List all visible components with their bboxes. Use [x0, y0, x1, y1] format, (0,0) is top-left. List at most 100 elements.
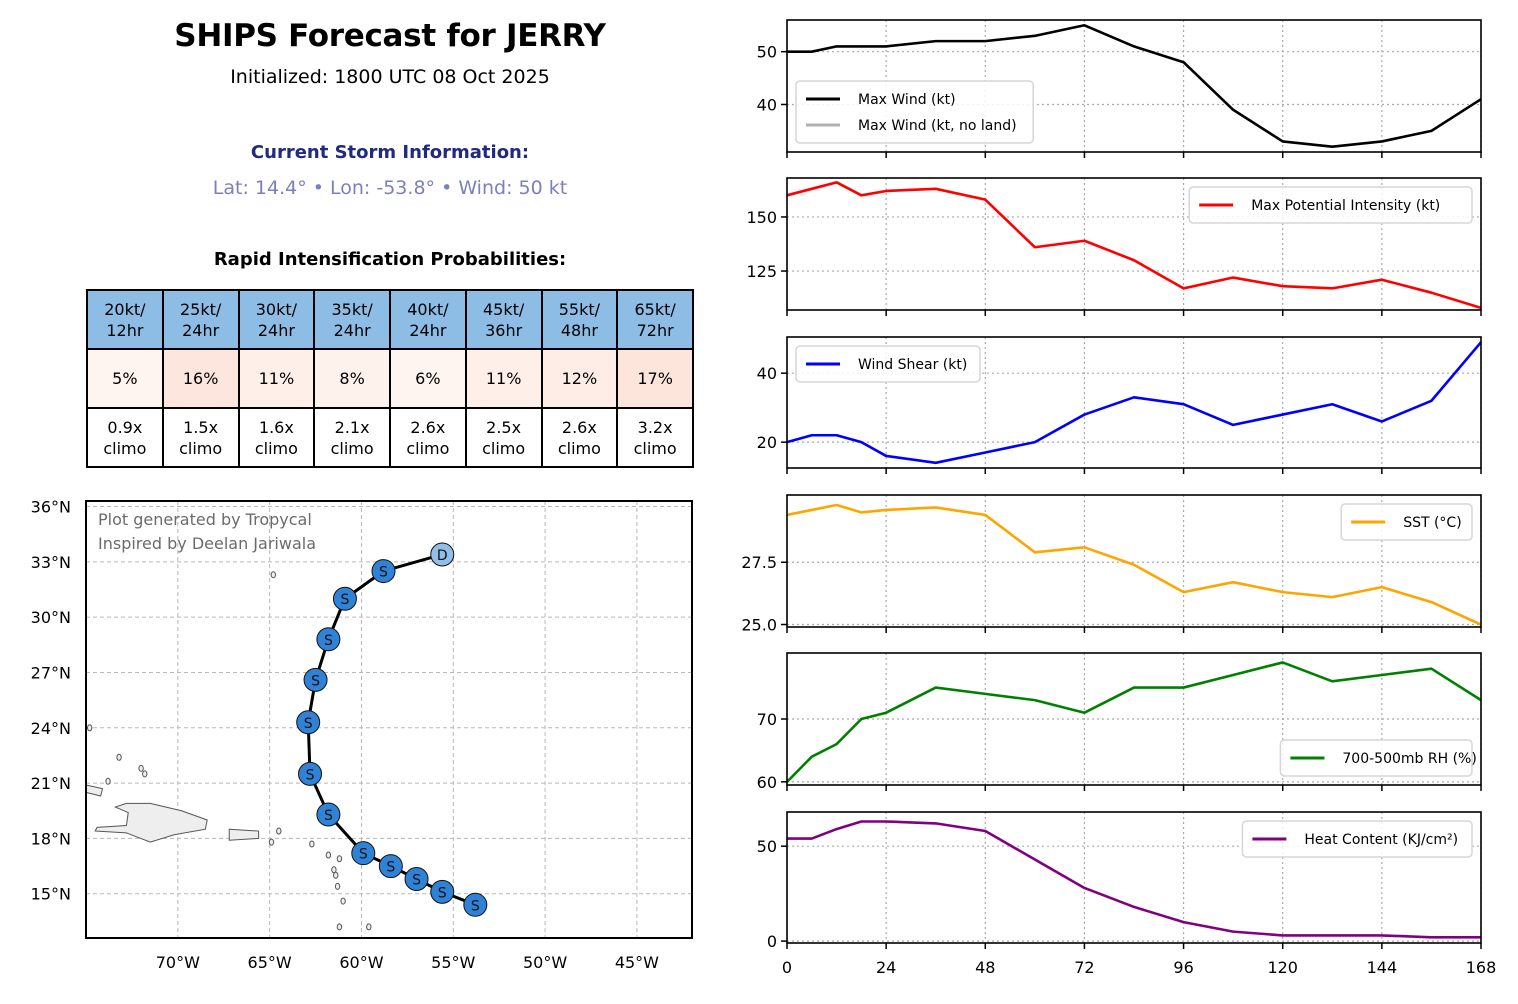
- line-panel: 0 50 0 24 48 72 96 120 144 168 Heat Content (KJ/cm…: [757, 811, 1497, 977]
- ri-header-cell: 55kt/48hr: [540, 289, 619, 350]
- panel-y-tick-label: 150: [746, 208, 777, 227]
- track-point-marker: [371, 559, 396, 584]
- track-point-label: S: [412, 872, 421, 888]
- legend: Heat Content (KJ/cm²): [1241, 820, 1473, 858]
- series-line: [787, 820, 1481, 939]
- track-point-marker: [430, 879, 455, 904]
- track-point-marker: [463, 892, 488, 917]
- ri-probability-cell: 16%: [161, 348, 240, 409]
- ri-header-row: 20kt/12hr 25kt/24hr 30kt/24hr 35kt/24hr …: [86, 289, 694, 350]
- map-lat-tick-label: 36°N: [31, 498, 71, 517]
- map-lat-tick-label: 21°N: [31, 774, 71, 793]
- ri-climo-cell: 1.5x climo: [161, 407, 240, 468]
- track-point-label: S: [438, 885, 447, 901]
- ri-climo-cell: 2.6x climo: [389, 407, 467, 468]
- map-island: [340, 897, 346, 905]
- ri-probability-cell: 8%: [313, 348, 391, 409]
- ri-header-cell: 65kt/72hr: [616, 289, 694, 350]
- track-point-label: S: [306, 767, 315, 783]
- map-island: [309, 840, 315, 848]
- line-panel: 25.0 27.5 SST (°C): [741, 494, 1482, 635]
- series-line: [786, 503, 1482, 626]
- panel-y-tick-label: 70: [757, 710, 777, 729]
- map-lon-tick-label: 65°W: [248, 953, 292, 972]
- legend-box: [1340, 503, 1473, 541]
- ri-climo-cell: 0.9x climo: [86, 407, 164, 468]
- legend-box: [1241, 820, 1473, 858]
- panel-x-tick-label: 168: [1466, 958, 1497, 977]
- panel-y-tick-label: 20: [757, 433, 777, 452]
- panel-frame: [786, 19, 1482, 153]
- panel-frame: [786, 811, 1482, 944]
- map-island: [333, 871, 339, 879]
- track-point-marker: [351, 841, 376, 866]
- initialized-time: Initialized: 1800 UTC 08 Oct 2025: [230, 66, 550, 88]
- map-island: [86, 724, 93, 732]
- ri-climo-cell: 3.2x climo: [616, 407, 694, 468]
- map-lat-tick-label: 24°N: [31, 719, 71, 738]
- ri-header-cell: 40kt/24hr: [389, 289, 467, 350]
- legend-box: [1188, 186, 1473, 224]
- map-island: [268, 838, 275, 846]
- track-point-marker: [303, 667, 328, 692]
- track-point-label: S: [304, 716, 313, 732]
- track-point-marker: [296, 710, 321, 735]
- panel-frame: [786, 494, 1482, 628]
- ri-heading: Rapid Intensification Probabilities:: [213, 249, 567, 270]
- legend-label: Heat Content (KJ/cm²): [1304, 832, 1458, 848]
- page-title: SHIPS Forecast for JERRY: [174, 18, 606, 54]
- current-storm-heading: Current Storm Information:: [250, 142, 530, 163]
- map-annotation: Plot generated by Tropycal: [98, 510, 312, 529]
- ri-header-cell: 35kt/24hr: [313, 289, 391, 350]
- ri-header-cell: 25kt/24hr: [161, 289, 240, 350]
- ri-probability-cell: 17%: [616, 348, 694, 409]
- panel-frame: [786, 336, 1482, 469]
- map-lon-tick-label: 60°W: [339, 953, 383, 972]
- map-island: [325, 851, 332, 859]
- track-point-marker: [332, 586, 357, 611]
- legend-label: SST (°C): [1403, 515, 1461, 531]
- legend-label: 700-500mb RH (%): [1342, 751, 1476, 767]
- panel-x-tick-label: 0: [782, 958, 792, 977]
- map-landmass: [228, 828, 260, 841]
- line-panel: 125 150 Max Potential Intensity (kt): [746, 177, 1482, 316]
- map-lat-tick-label: 27°N: [31, 663, 71, 682]
- line-panel: 20 40 Wind Shear (kt): [757, 336, 1482, 474]
- legend-box: [795, 345, 981, 383]
- series-line: [786, 661, 1482, 783]
- track-point-label: S: [324, 808, 333, 824]
- map-lon-tick-label: 45°W: [615, 953, 659, 972]
- track-point-marker: [430, 542, 455, 567]
- ri-header-cell: 30kt/24hr: [237, 289, 316, 350]
- legend-label: Max Wind (kt, no land): [858, 118, 1017, 134]
- legend: SST (°C): [1340, 503, 1473, 541]
- panel-x-tick-label: 96: [1173, 958, 1193, 977]
- legend: Max Potential Intensity (kt): [1188, 186, 1473, 224]
- ri-probability-cell: 11%: [237, 348, 316, 409]
- map-frame: [85, 500, 693, 939]
- track-point-marker: [298, 761, 323, 786]
- map-island: [366, 923, 372, 931]
- track-map: 70°W 65°W 60°W 55°W 50°W 45°W 15°N 18°N 21°N 24°N…: [31, 498, 693, 972]
- panel-y-tick-label: 50: [757, 837, 777, 856]
- map-lon-tick-label: 55°W: [431, 953, 475, 972]
- track-point-label: S: [324, 633, 333, 649]
- line-panel: 60 70 700-500mb RH (%): [757, 652, 1482, 792]
- map-lat-tick-label: 33°N: [31, 553, 71, 572]
- ri-probability-row: 5% 16% 11% 8% 6% 11% 12% 17%: [86, 348, 694, 409]
- ri-header-cell: 45kt/36hr: [464, 289, 543, 350]
- ri-probability-table: 20kt/12hr 25kt/24hr 30kt/24hr 35kt/24hr …: [86, 289, 694, 468]
- panel-y-tick-label: 125: [746, 262, 777, 281]
- map-lat-tick-label: 30°N: [31, 608, 71, 627]
- ri-climo-cell: 1.6x climo: [237, 407, 316, 468]
- track-point-label: D: [437, 548, 448, 564]
- map-island: [138, 764, 144, 772]
- ri-probability-cell: 12%: [540, 348, 619, 409]
- map-annotation: Inspired by Deelan Jariwala: [98, 534, 316, 553]
- map-island: [336, 855, 343, 863]
- panel-x-tick-label: 48: [975, 958, 995, 977]
- map-island: [105, 777, 111, 785]
- legend: 700-500mb RH (%): [1279, 739, 1477, 777]
- track-point-marker: [378, 854, 403, 879]
- map-lat-tick-label: 15°N: [31, 885, 71, 904]
